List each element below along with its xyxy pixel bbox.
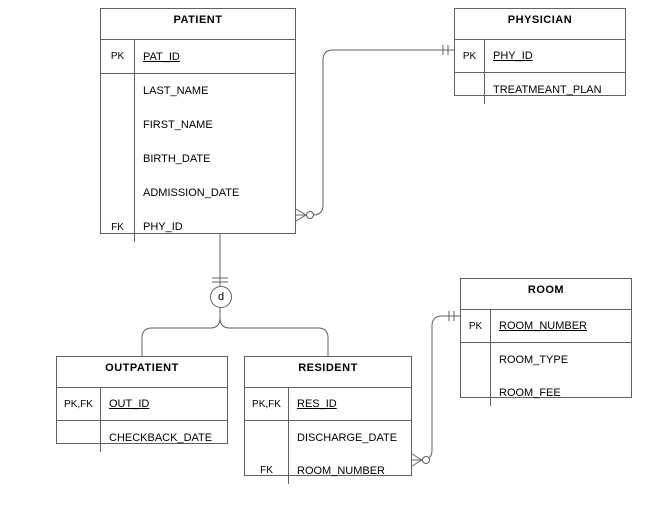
er-diagram-stage: PATIENTPKFKPAT_IDLAST_NAMEFIRST_NAMEBIRT… bbox=[0, 0, 651, 511]
attr-room-2: ROOM_FEE bbox=[491, 376, 631, 409]
disjoint-label: d bbox=[218, 291, 224, 303]
attr-resident-2: ROOM_NUMBER bbox=[289, 454, 411, 487]
entity-resident: RESIDENTPK,FKFKRES_IDDISCHARGE_DATEROOM_… bbox=[244, 356, 412, 476]
attr-outpatient-1: CHECKBACK_DATE bbox=[101, 421, 227, 454]
attr-room-1: ROOM_TYPE bbox=[491, 343, 631, 376]
attr-resident-1: DISCHARGE_DATE bbox=[289, 421, 411, 454]
key-patient-1 bbox=[101, 74, 134, 108]
attr-patient-3: BIRTH_DATE bbox=[135, 142, 295, 176]
entity-title-patient: PATIENT bbox=[101, 9, 295, 40]
entity-outpatient: OUTPATIENTPK,FKOUT_IDCHECKBACK_DATE bbox=[56, 356, 228, 444]
attr-physician-1: TREATMEANT_PLAN bbox=[485, 73, 625, 106]
key-patient-2 bbox=[101, 108, 134, 142]
key-patient-4 bbox=[101, 176, 134, 210]
entity-patient: PATIENTPKFKPAT_IDLAST_NAMEFIRST_NAMEBIRT… bbox=[100, 8, 296, 234]
attr-patient-0: PAT_ID bbox=[135, 40, 295, 74]
key-physician-1 bbox=[455, 73, 484, 106]
key-outpatient-1 bbox=[57, 421, 100, 454]
key-resident-0: PK,FK bbox=[245, 388, 288, 421]
key-room-2 bbox=[461, 376, 490, 409]
attr-outpatient-0: OUT_ID bbox=[101, 388, 227, 421]
entity-room: ROOMPKROOM_NUMBERROOM_TYPEROOM_FEE bbox=[460, 278, 632, 398]
attr-room-0: ROOM_NUMBER bbox=[491, 310, 631, 343]
disjoint-symbol: d bbox=[210, 286, 232, 308]
entity-title-room: ROOM bbox=[461, 279, 631, 310]
attr-resident-0: RES_ID bbox=[289, 388, 411, 421]
key-patient-0: PK bbox=[101, 40, 134, 74]
entity-title-physician: PHYSICIAN bbox=[455, 9, 625, 40]
key-outpatient-0: PK,FK bbox=[57, 388, 100, 421]
key-patient-3 bbox=[101, 142, 134, 176]
key-room-1 bbox=[461, 343, 490, 376]
key-resident-2: FK bbox=[245, 454, 288, 487]
entity-physician: PHYSICIANPKPHY_IDTREATMEANT_PLAN bbox=[454, 8, 626, 96]
attr-patient-1: LAST_NAME bbox=[135, 74, 295, 108]
key-room-0: PK bbox=[461, 310, 490, 343]
attr-patient-5: PHY_ID bbox=[135, 210, 295, 244]
key-physician-0: PK bbox=[455, 40, 484, 73]
entity-title-resident: RESIDENT bbox=[245, 357, 411, 388]
attr-physician-0: PHY_ID bbox=[485, 40, 625, 73]
key-patient-5: FK bbox=[101, 210, 134, 244]
attr-patient-2: FIRST_NAME bbox=[135, 108, 295, 142]
attr-patient-4: ADMISSION_DATE bbox=[135, 176, 295, 210]
entity-title-outpatient: OUTPATIENT bbox=[57, 357, 227, 388]
key-resident-1 bbox=[245, 421, 288, 454]
